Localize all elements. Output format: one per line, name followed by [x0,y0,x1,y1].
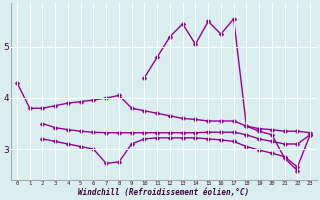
X-axis label: Windchill (Refroidissement éolien,°C): Windchill (Refroidissement éolien,°C) [78,188,249,197]
